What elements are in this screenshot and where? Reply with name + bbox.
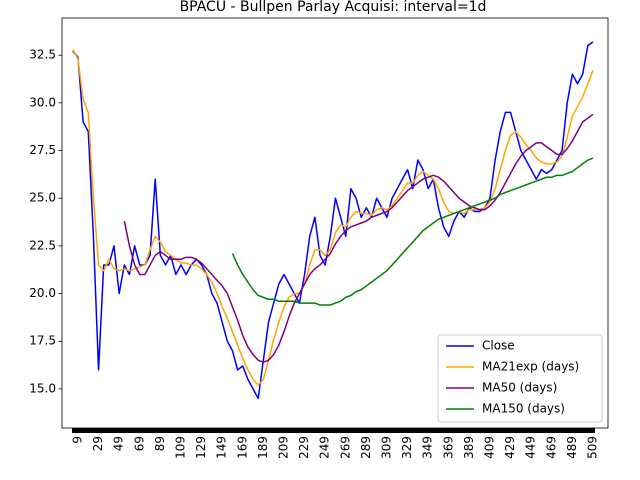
x-tick-label: 29 [91, 436, 105, 451]
minor-tick-band [72, 428, 595, 433]
x-tick-label: 249 [318, 436, 332, 459]
x-tick-label: 409 [482, 436, 496, 459]
x-tick-label: 389 [462, 436, 476, 459]
legend-box [437, 334, 603, 423]
x-tick-label: 469 [544, 436, 558, 459]
chart-title: BPACU - Bullpen Parlay Acquisi: interval… [180, 0, 487, 15]
plot-frame [61, 17, 609, 429]
x-tick-label: 9 [70, 436, 84, 444]
series-line [123, 113, 594, 363]
legend-label: Close [482, 339, 515, 353]
x-tick-label: 109 [173, 436, 187, 459]
y-tick-label: 27.5 [29, 143, 56, 157]
x-tick-label: 169 [235, 436, 249, 459]
y-tick-label: 32.5 [29, 48, 56, 62]
x-tick-label: 229 [297, 436, 311, 459]
series-line [231, 157, 594, 306]
y-tick-label: 15.0 [29, 381, 56, 395]
y-tick-label: 20.0 [29, 286, 56, 300]
legend-label: MA21exp (days) [482, 360, 579, 374]
series-line [72, 41, 594, 400]
x-tick-label: 309 [379, 436, 393, 459]
legend-label: MA150 (days) [482, 402, 565, 416]
x-tick-label: 369 [441, 436, 455, 459]
y-tick-label: 25.0 [29, 191, 56, 205]
x-tick-label: 49 [112, 436, 126, 451]
x-tick-label: 149 [215, 436, 229, 459]
y-tick-label: 22.5 [29, 238, 56, 252]
series-line [72, 49, 594, 386]
x-tick-label: 89 [153, 436, 167, 451]
x-tick-label: 209 [276, 436, 290, 459]
x-tick-label: 69 [132, 436, 146, 451]
x-tick-label: 189 [256, 436, 270, 459]
y-tick-label: 17.5 [29, 334, 56, 348]
x-tick-label: 329 [400, 436, 414, 459]
x-tick-label: 449 [524, 436, 538, 459]
x-tick-label: 429 [503, 436, 517, 459]
x-tick-label: 509 [585, 436, 599, 459]
x-tick-label: 129 [194, 436, 208, 459]
x-tick-label: 269 [338, 436, 352, 459]
y-tick-label: 30.0 [29, 95, 56, 109]
x-tick-label: 289 [359, 436, 373, 459]
legend-label: MA50 (days) [482, 381, 557, 395]
x-tick-label: 489 [565, 436, 579, 459]
x-tick-label: 349 [421, 436, 435, 459]
